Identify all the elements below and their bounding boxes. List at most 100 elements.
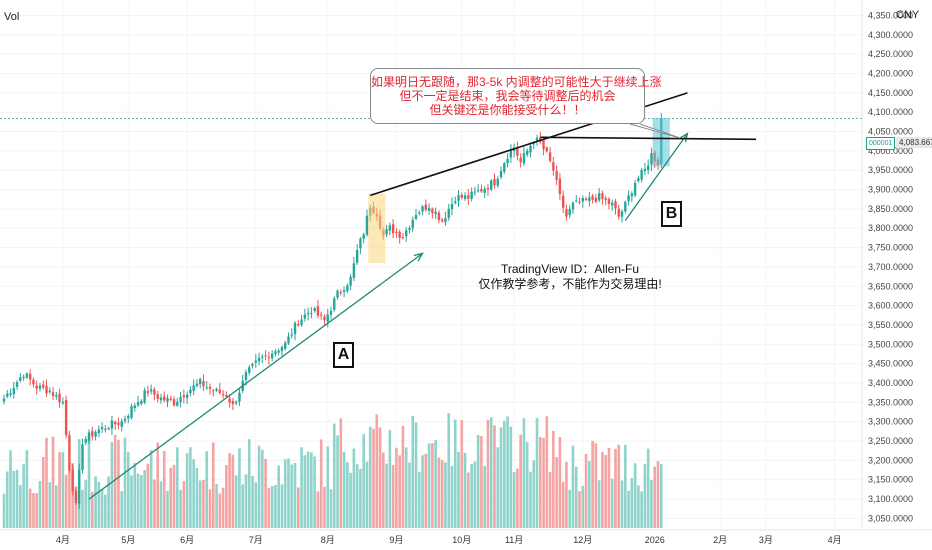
candle-body xyxy=(192,385,195,391)
y-tick-label: 4,200.0000 xyxy=(868,69,913,79)
candle-body xyxy=(97,429,101,434)
volume-bar xyxy=(522,418,526,528)
candle-body xyxy=(218,389,222,394)
volume-bar xyxy=(208,489,212,528)
candle-body xyxy=(463,195,467,199)
candle-body xyxy=(486,187,490,190)
volume-bar xyxy=(143,470,146,528)
x-tick-label: 4月 xyxy=(828,535,842,545)
volume-bar xyxy=(182,481,186,528)
volume-bar xyxy=(84,480,88,528)
volume-bar xyxy=(58,452,61,528)
candle-body xyxy=(172,399,176,406)
volume-bar xyxy=(48,482,52,528)
candle-body xyxy=(45,385,48,394)
volume-bar xyxy=(120,491,124,528)
volume-bar xyxy=(64,474,68,528)
candlesticks xyxy=(2,113,663,509)
volume-bar xyxy=(25,450,29,528)
candle-body xyxy=(51,392,55,396)
author-watermark: TradingView ID：Allen-Fu 仅作教学参考，不能作为交易理由! xyxy=(470,262,670,292)
volume-bar xyxy=(571,445,575,528)
volume-bar xyxy=(35,493,38,528)
volume-bar xyxy=(156,442,159,528)
volume-bar xyxy=(153,479,156,528)
candle-body xyxy=(58,393,61,403)
candle-body xyxy=(91,431,94,437)
candle-body xyxy=(624,201,627,212)
candle-body xyxy=(522,153,526,164)
volume-bar xyxy=(467,472,470,528)
volume-bar xyxy=(162,450,166,528)
candle-body xyxy=(575,200,578,202)
highlight-box xyxy=(652,117,670,167)
volume-bar xyxy=(460,420,464,528)
candle-body xyxy=(460,195,463,198)
candle-body xyxy=(32,379,35,385)
volume-bar xyxy=(440,460,444,528)
volume-bar xyxy=(421,455,424,528)
volume-bar xyxy=(431,443,434,528)
candle-body xyxy=(594,197,598,202)
candle-body xyxy=(303,314,307,319)
candle-body xyxy=(588,197,591,201)
candle-body xyxy=(617,208,620,217)
volume-bar xyxy=(238,448,241,528)
volume-bar xyxy=(71,463,74,528)
volume-bar xyxy=(107,476,110,528)
volume-bar xyxy=(535,418,539,528)
candle-body xyxy=(346,285,349,292)
volume-bar xyxy=(499,427,503,528)
volume-bar xyxy=(391,464,395,528)
volume-bar xyxy=(130,475,133,528)
volume-bar xyxy=(565,461,568,528)
volume-bar xyxy=(198,480,202,528)
volume-bar xyxy=(480,436,483,528)
volume-bar xyxy=(192,459,195,528)
volume-bar xyxy=(401,425,405,528)
candle-body xyxy=(558,178,562,195)
candle-body xyxy=(359,238,362,249)
candle-body xyxy=(444,218,447,223)
candle-body xyxy=(398,231,401,238)
y-tick-label: 3,050.0000 xyxy=(868,513,913,523)
volume-bar xyxy=(270,486,274,528)
volume-bar xyxy=(172,464,176,528)
candle-body xyxy=(84,439,87,443)
currency-label: CNY xyxy=(896,9,920,21)
volume-bar xyxy=(620,480,624,528)
candle-body xyxy=(467,195,470,199)
candle-body xyxy=(179,396,182,403)
candle-body xyxy=(597,193,601,201)
volume-bar xyxy=(113,434,117,528)
candle-body xyxy=(257,357,261,362)
highlight-box xyxy=(368,193,386,264)
candle-body xyxy=(591,195,594,200)
volume-bar xyxy=(610,478,614,528)
volume-indicator-label: Vol xyxy=(4,11,20,23)
candle-body xyxy=(42,384,45,388)
volume-bar xyxy=(444,462,447,528)
candle-body xyxy=(401,237,405,239)
candle-body xyxy=(352,263,356,278)
volume-bar xyxy=(650,479,653,528)
candle-body xyxy=(15,382,19,387)
volume-bar xyxy=(584,453,588,528)
volume-bar xyxy=(359,468,362,528)
candle-body xyxy=(113,421,117,425)
volume-bar xyxy=(378,427,382,528)
candle-body xyxy=(277,350,280,353)
volume-bar xyxy=(323,486,326,528)
candle-body xyxy=(290,334,293,336)
volume-bar xyxy=(417,472,421,528)
candle-body xyxy=(408,228,411,230)
x-tick-label: 12月 xyxy=(573,535,592,545)
candle-body xyxy=(61,401,65,404)
candle-body xyxy=(424,204,428,211)
candle-body xyxy=(270,353,274,359)
candle-body xyxy=(310,312,313,314)
volume-bar xyxy=(516,468,519,528)
volume-bar xyxy=(503,420,506,528)
volume-bar xyxy=(225,465,228,528)
